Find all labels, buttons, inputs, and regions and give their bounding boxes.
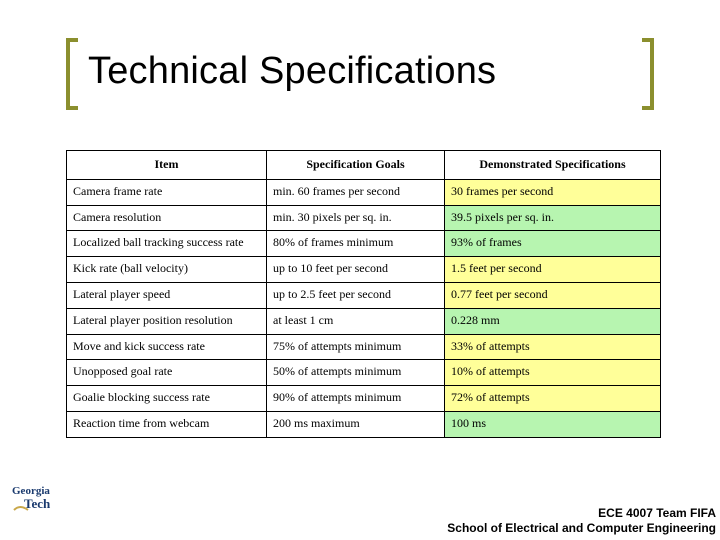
cell-item: Lateral player speed [67,282,267,308]
georgia-tech-logo: Georgia Tech [12,482,70,514]
cell-demo: 1.5 feet per second [445,257,661,283]
cell-item: Localized ball tracking success rate [67,231,267,257]
cell-item: Kick rate (ball velocity) [67,257,267,283]
table-row: Kick rate (ball velocity)up to 10 feet p… [67,257,661,283]
cell-demo: 72% of attempts [445,386,661,412]
table-row: Camera frame ratemin. 60 frames per seco… [67,179,661,205]
cell-item: Lateral player position resolution [67,308,267,334]
col-header-item: Item [67,151,267,180]
page-title: Technical Specifications [88,50,496,93]
footer-line-2: School of Electrical and Computer Engine… [447,521,716,536]
spec-table: Item Specification Goals Demonstrated Sp… [66,150,661,438]
cell-goal: min. 60 frames per second [267,179,445,205]
cell-goal: 90% of attempts minimum [267,386,445,412]
cell-demo: 100 ms [445,411,661,437]
table-row: Move and kick success rate75% of attempt… [67,334,661,360]
title-bracket-left [64,38,82,110]
cell-demo: 0.228 mm [445,308,661,334]
cell-item: Goalie blocking success rate [67,386,267,412]
cell-item: Unopposed goal rate [67,360,267,386]
cell-item: Reaction time from webcam [67,411,267,437]
table-row: Lateral player speedup to 2.5 feet per s… [67,282,661,308]
title-bracket-right [638,38,656,110]
cell-demo: 33% of attempts [445,334,661,360]
footer-line-1: ECE 4007 Team FIFA [447,506,716,521]
cell-item: Move and kick success rate [67,334,267,360]
col-header-goal: Specification Goals [267,151,445,180]
cell-demo: 30 frames per second [445,179,661,205]
svg-text:Tech: Tech [24,496,51,511]
cell-goal: 50% of attempts minimum [267,360,445,386]
table-row: Lateral player position resolutionat lea… [67,308,661,334]
table-row: Unopposed goal rate50% of attempts minim… [67,360,661,386]
cell-goal: at least 1 cm [267,308,445,334]
cell-item: Camera resolution [67,205,267,231]
table-row: Camera resolutionmin. 30 pixels per sq. … [67,205,661,231]
table-row: Localized ball tracking success rate80% … [67,231,661,257]
cell-goal: up to 10 feet per second [267,257,445,283]
cell-goal: 200 ms maximum [267,411,445,437]
cell-demo: 93% of frames [445,231,661,257]
cell-goal: 80% of frames minimum [267,231,445,257]
cell-goal: min. 30 pixels per sq. in. [267,205,445,231]
cell-demo: 0.77 feet per second [445,282,661,308]
table-row: Goalie blocking success rate90% of attem… [67,386,661,412]
cell-item: Camera frame rate [67,179,267,205]
cell-demo: 39.5 pixels per sq. in. [445,205,661,231]
slide-footer: ECE 4007 Team FIFA School of Electrical … [447,506,716,536]
cell-goal: up to 2.5 feet per second [267,282,445,308]
cell-demo: 10% of attempts [445,360,661,386]
cell-goal: 75% of attempts minimum [267,334,445,360]
table-row: Reaction time from webcam200 ms maximum1… [67,411,661,437]
table-header-row: Item Specification Goals Demonstrated Sp… [67,151,661,180]
col-header-demo: Demonstrated Specifications [445,151,661,180]
